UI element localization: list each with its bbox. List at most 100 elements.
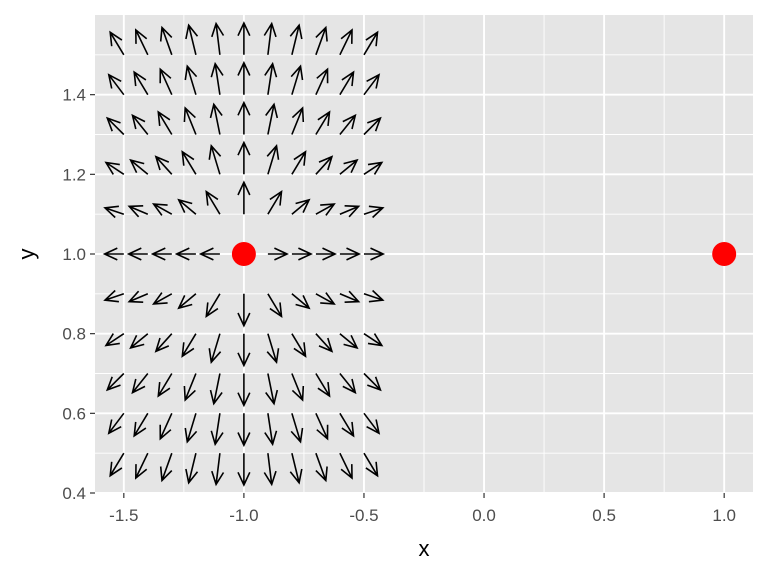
field-arrow xyxy=(315,247,337,261)
field-arrow xyxy=(237,100,251,135)
x-tick-label: 0.0 xyxy=(472,506,496,525)
field-arrow xyxy=(339,372,357,395)
field-arrow xyxy=(185,453,199,485)
data-point xyxy=(231,242,256,266)
field-arrow xyxy=(126,247,148,261)
field-arrow xyxy=(104,161,125,175)
field-arrow xyxy=(363,30,379,56)
field-arrow xyxy=(129,158,149,175)
x-tick-label: -1.0 xyxy=(229,506,258,525)
field-arrow xyxy=(315,373,331,398)
field-arrow xyxy=(205,293,221,319)
field-arrow xyxy=(109,30,125,56)
field-arrow xyxy=(267,293,283,319)
field-arrow xyxy=(339,28,353,56)
field-arrow xyxy=(315,155,334,175)
field-arrow xyxy=(185,23,199,55)
field-arrow xyxy=(339,70,355,96)
field-arrow xyxy=(198,247,220,261)
vector-field-arrows xyxy=(102,21,386,487)
field-arrow xyxy=(315,110,331,135)
field-arrow xyxy=(159,25,173,56)
field-arrow xyxy=(363,289,385,303)
y-tick-label: 0.6 xyxy=(62,404,86,423)
field-arrow xyxy=(291,247,313,261)
field-arrow xyxy=(290,64,304,95)
field-arrow xyxy=(181,150,197,175)
field-arrow xyxy=(291,106,305,135)
field-arrow xyxy=(339,113,357,136)
field-arrow xyxy=(237,373,251,408)
field-arrow xyxy=(363,116,382,136)
field-arrow xyxy=(154,333,173,353)
field-arrow xyxy=(364,247,386,261)
field-arrow xyxy=(157,373,173,398)
field-arrow xyxy=(159,412,173,441)
field-arrow xyxy=(208,333,222,365)
field-arrow xyxy=(363,205,385,219)
field-arrow xyxy=(134,452,149,480)
field-arrow xyxy=(183,373,197,402)
field-arrow xyxy=(209,102,223,135)
y-tick-label: 1.0 xyxy=(62,245,86,264)
field-arrow xyxy=(237,333,251,368)
field-arrow xyxy=(363,73,381,96)
field-arrow xyxy=(134,28,149,56)
field-arrow xyxy=(264,61,278,95)
field-arrow xyxy=(291,293,311,310)
points-layer xyxy=(231,242,737,266)
field-arrow xyxy=(315,67,329,96)
field-arrow xyxy=(264,413,278,447)
field-arrow xyxy=(265,102,279,135)
field-arrow xyxy=(266,143,280,175)
field-arrow xyxy=(127,290,149,303)
field-arrow xyxy=(154,155,173,175)
field-arrow xyxy=(291,373,305,402)
field-arrow xyxy=(363,161,384,175)
y-axis: 0.4 0.6 0.8 1.0 1.2 1.4 xyxy=(62,86,95,503)
field-arrow xyxy=(237,21,251,55)
field-arrow xyxy=(210,61,224,95)
y-tick-label: 1.2 xyxy=(62,165,86,184)
field-arrow xyxy=(363,412,381,435)
x-axis: -1.5 -1.0 -0.5 0.0 0.5 1.0 xyxy=(109,493,736,525)
field-arrow xyxy=(174,247,196,261)
field-arrow xyxy=(339,452,353,480)
field-arrow xyxy=(263,453,277,487)
x-tick-label: 1.0 xyxy=(712,506,736,525)
field-arrow xyxy=(103,289,125,303)
field-arrow xyxy=(109,452,125,478)
field-arrow xyxy=(237,180,251,215)
field-arrow xyxy=(133,70,149,96)
field-arrow xyxy=(289,23,303,55)
field-arrow xyxy=(266,333,280,365)
field-arrow xyxy=(339,205,361,218)
field-arrow xyxy=(211,453,225,487)
field-arrow xyxy=(267,189,283,215)
field-arrow xyxy=(315,333,334,353)
x-tick-label: -0.5 xyxy=(349,506,378,525)
field-arrow xyxy=(184,64,198,95)
field-arrow xyxy=(237,413,251,448)
field-arrow xyxy=(339,247,362,261)
field-arrow xyxy=(363,372,382,392)
field-arrow xyxy=(263,21,277,55)
field-arrow xyxy=(315,452,328,483)
field-arrow xyxy=(237,453,251,487)
x-tick-label: -1.5 xyxy=(109,506,138,525)
field-arrow xyxy=(103,205,125,219)
y-tick-label: 0.4 xyxy=(62,484,86,503)
field-arrow xyxy=(184,413,198,444)
field-arrow xyxy=(315,412,329,441)
field-arrow xyxy=(339,290,361,303)
field-arrow xyxy=(183,106,197,135)
field-arrow xyxy=(315,25,328,56)
field-arrow xyxy=(209,373,223,406)
field-arrow xyxy=(291,150,307,175)
field-arrow xyxy=(105,372,125,392)
field-arrow xyxy=(363,333,384,347)
field-arrow xyxy=(131,113,149,136)
field-arrow xyxy=(237,140,251,175)
field-arrow xyxy=(237,293,251,328)
